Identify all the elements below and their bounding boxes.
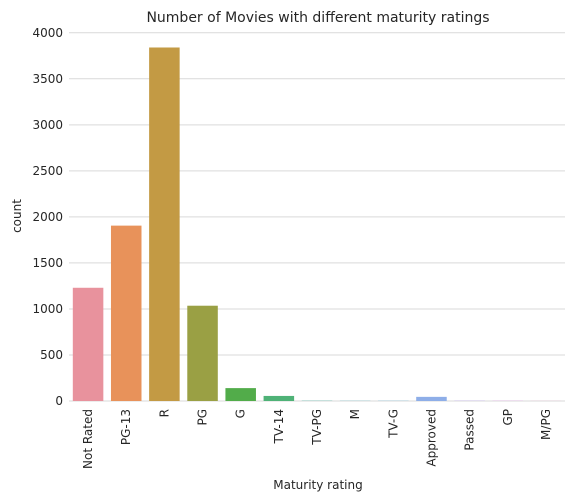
y-tick-labels: 0 500 1000 1500 2000 2500 3000 3500 4000 — [32, 26, 63, 408]
bar-pg — [187, 305, 218, 401]
bar-not-rated — [72, 287, 104, 401]
y-tick-label: 1000 — [32, 302, 63, 316]
x-tick-label: Approved — [424, 409, 438, 467]
y-tick-label: 3000 — [32, 118, 63, 132]
x-tick-label: R — [157, 409, 171, 417]
x-tick-label: Not Rated — [81, 409, 95, 469]
x-tick-label: TV-PG — [310, 409, 324, 446]
x-tick-label: G — [234, 409, 248, 418]
bar-approved — [416, 396, 447, 401]
x-tick-label: M — [348, 409, 362, 419]
bar-g — [225, 388, 256, 401]
x-tick-label: M/PG — [539, 409, 553, 440]
y-tick-label: 2000 — [32, 210, 63, 224]
plot-area — [69, 30, 565, 401]
bar-r — [149, 47, 180, 402]
x-tick-label: PG-13 — [119, 409, 133, 445]
y-tick-label: 4000 — [32, 26, 63, 40]
y-tick-label: 3500 — [32, 72, 63, 86]
y-tick-label: 0 — [55, 394, 63, 408]
bars — [72, 47, 562, 402]
x-tick-label: Passed — [463, 409, 477, 451]
x-tick-label: TV-14 — [272, 409, 286, 444]
x-axis-label: Maturity rating — [273, 478, 362, 492]
x-tick-label: PG — [196, 409, 210, 426]
x-tick-label: TV-G — [386, 409, 400, 439]
y-tick-label: 2500 — [32, 164, 63, 178]
y-axis-label: count — [10, 199, 24, 233]
x-tick-labels: Not Rated PG-13 R PG G TV-14 TV-PG M TV-G Approve… — [81, 409, 553, 469]
bar-tv-14 — [263, 395, 295, 401]
x-tick-label: GP — [501, 409, 515, 426]
bar-pg-13 — [110, 225, 142, 401]
y-tick-label: 500 — [40, 348, 63, 362]
chart-title: Number of Movies with different maturity… — [146, 10, 489, 26]
y-tick-label: 1500 — [32, 256, 63, 270]
